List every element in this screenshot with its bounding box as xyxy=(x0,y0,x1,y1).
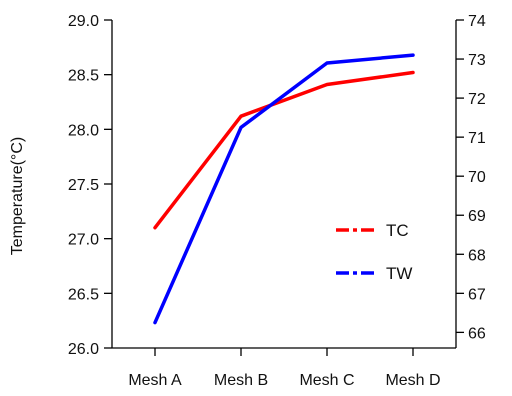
series-line-tc xyxy=(153,70,415,230)
left-tick-label: 27.0 xyxy=(68,232,99,249)
series-lines xyxy=(153,53,415,325)
y-axis-label: Temperature(°C) xyxy=(9,137,26,255)
x-tick-label: Mesh D xyxy=(385,372,440,389)
legend: TC TW xyxy=(336,221,412,283)
right-tick-label: 69 xyxy=(468,208,486,225)
left-tick-label: 26.5 xyxy=(68,286,99,303)
x-axis-ticks: Mesh A Mesh B Mesh C Mesh D xyxy=(128,348,441,389)
x-tick-label: Mesh A xyxy=(128,372,182,389)
x-tick-label: Mesh B xyxy=(214,372,268,389)
right-tick-label: 73 xyxy=(468,52,486,69)
legend-label-tc: TC xyxy=(386,221,409,240)
left-tick-label: 28.5 xyxy=(68,68,99,85)
right-tick-label: 68 xyxy=(468,247,486,264)
x-tick-label: Mesh C xyxy=(299,372,354,389)
right-tick-label: 70 xyxy=(468,169,486,186)
right-tick-label: 72 xyxy=(468,91,486,108)
left-tick-label: 27.5 xyxy=(68,177,99,194)
left-tick-label: 29.0 xyxy=(68,13,99,30)
right-tick-label: 74 xyxy=(468,13,486,30)
right-tick-label: 71 xyxy=(468,130,486,147)
right-tick-label: 66 xyxy=(468,325,486,342)
left-tick-label: 28.0 xyxy=(68,122,99,139)
right-axis-ticks: 66 67 68 69 70 71 72 73 74 xyxy=(456,13,486,342)
series-line-tw xyxy=(153,53,415,325)
left-tick-label: 26.0 xyxy=(68,341,99,358)
right-tick-label: 67 xyxy=(468,286,486,303)
legend-label-tw: TW xyxy=(386,264,412,283)
left-axis-ticks: 26.0 26.5 27.0 27.5 28.0 28.5 29.0 xyxy=(68,13,112,358)
